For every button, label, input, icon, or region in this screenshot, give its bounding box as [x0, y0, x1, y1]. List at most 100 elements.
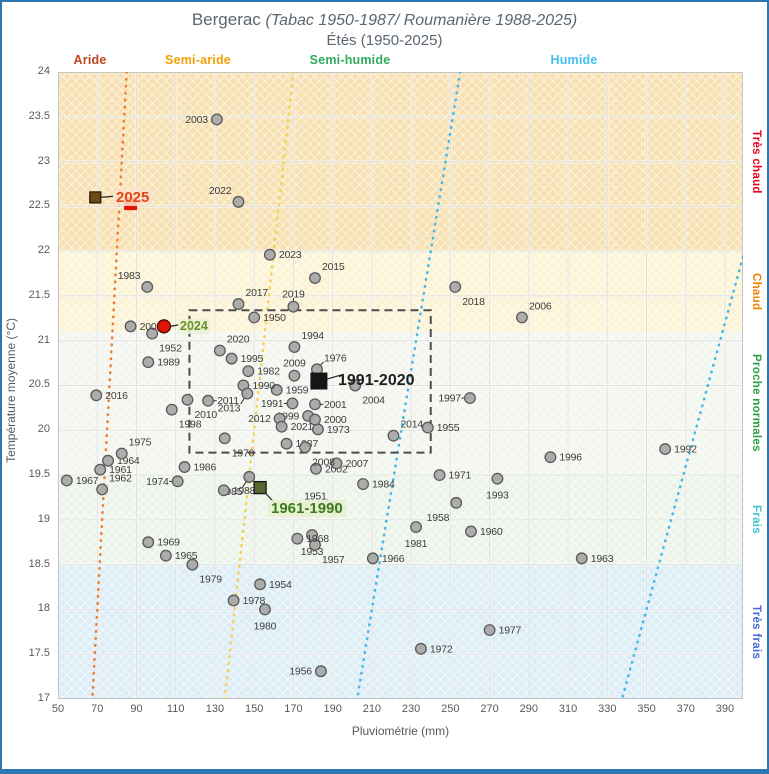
point-1966[interactable] — [366, 552, 379, 565]
point-1972[interactable] — [414, 642, 427, 655]
point-1971[interactable] — [433, 469, 446, 482]
point-1973[interactable] — [311, 423, 324, 436]
point-2013[interactable] — [241, 387, 254, 400]
point-1982[interactable] — [242, 365, 255, 378]
point-1981[interactable] — [410, 521, 422, 533]
band-label-proche-normales: Proche normales — [750, 354, 762, 453]
point-1980[interactable] — [259, 603, 271, 616]
point-1965[interactable] — [159, 549, 172, 562]
point-2000[interactable] — [309, 413, 321, 426]
point-2002[interactable] — [310, 462, 322, 475]
point-label-1974: 1974 — [146, 476, 169, 488]
mean-1961-1990-marker[interactable] — [253, 480, 267, 495]
point-1968[interactable] — [291, 532, 304, 545]
x-tick-150: 150 — [244, 703, 264, 715]
point-1975[interactable] — [115, 447, 128, 460]
y-tick-22.5: 22.5 — [28, 199, 50, 212]
point-2014[interactable] — [387, 429, 400, 442]
point-2017[interactable] — [232, 298, 245, 310]
point-1996[interactable] — [544, 451, 557, 464]
point-2015[interactable] — [309, 272, 321, 284]
point-1974[interactable] — [171, 475, 184, 488]
point-1954[interactable] — [254, 578, 267, 591]
point-1979[interactable] — [186, 558, 199, 571]
point-label-1989: 1989 — [157, 357, 180, 369]
zone-label-humide: Humide — [550, 53, 598, 67]
point-1983[interactable] — [141, 281, 154, 293]
x-tick-230: 230 — [401, 703, 421, 715]
point-2020[interactable] — [213, 344, 226, 357]
point-label-2001: 2001 — [324, 399, 347, 411]
point-1962[interactable] — [96, 483, 109, 496]
point-label-1972: 1972 — [430, 643, 453, 655]
point-2011[interactable] — [202, 394, 215, 407]
point-1969[interactable] — [142, 536, 155, 549]
point-label-1998: 1998 — [179, 419, 202, 431]
point-2021[interactable] — [275, 420, 288, 433]
point-1995[interactable] — [225, 352, 238, 365]
point-2004[interactable] — [349, 379, 362, 392]
point-1987[interactable] — [280, 437, 293, 450]
point-1970[interactable] — [218, 432, 231, 445]
point-1955[interactable] — [421, 421, 434, 434]
point-2003[interactable] — [210, 113, 223, 126]
point-2023[interactable] — [263, 248, 276, 261]
point-label-1950: 1950 — [263, 312, 286, 324]
point-1952[interactable] — [146, 327, 159, 340]
label-mean-1961-1990: 1961-1990 — [268, 500, 346, 517]
point-1994[interactable] — [288, 341, 301, 353]
point-2016[interactable] — [90, 389, 103, 402]
point-label-1970: 1970 — [232, 447, 255, 459]
point-2018[interactable] — [449, 281, 462, 293]
y-tick-17: 17 — [37, 691, 50, 704]
label-2025: 2025 — [113, 189, 153, 206]
x-axis-title: Pluviométrie (mm) — [351, 724, 450, 738]
point-1991[interactable] — [286, 397, 299, 410]
point-1977[interactable] — [483, 624, 496, 636]
point-2019[interactable] — [287, 300, 300, 313]
point-2005[interactable] — [124, 320, 137, 333]
point-1964[interactable] — [102, 454, 114, 467]
point-label-1951: 1951 — [304, 490, 327, 502]
point-1998[interactable] — [165, 403, 178, 416]
point-2009[interactable] — [288, 369, 301, 382]
point-label-2013: 2013 — [218, 403, 241, 415]
point-1989[interactable] — [142, 356, 155, 369]
point-1997[interactable] — [464, 392, 476, 404]
point-label-1980: 1980 — [254, 620, 277, 632]
point-1960[interactable] — [464, 525, 477, 538]
mean-1991-2020-marker[interactable] — [310, 372, 328, 390]
point-1986[interactable] — [178, 461, 191, 473]
title-station: (Tabac 1950-1987/ Roumanière 1988-2025) — [265, 12, 578, 29]
point-1959[interactable] — [270, 384, 283, 396]
point-2008[interactable] — [299, 441, 312, 454]
point-label-2009: 2009 — [283, 358, 306, 370]
point-1950[interactable] — [248, 311, 261, 324]
point-2001[interactable] — [309, 398, 321, 411]
point-1961[interactable] — [94, 463, 107, 476]
point-1978[interactable] — [227, 594, 240, 607]
point-label-2011: 2011 — [217, 395, 239, 407]
point-2024[interactable] — [156, 319, 172, 334]
aridity-line-semi-humide-limit — [355, 72, 462, 699]
point-2025-companion[interactable] — [89, 191, 102, 204]
point-1958[interactable] — [450, 496, 463, 509]
point-1992[interactable] — [659, 443, 672, 456]
point-1956[interactable] — [314, 665, 327, 678]
point-1957[interactable] — [309, 538, 321, 551]
point-1988[interactable] — [217, 484, 230, 497]
point-2007[interactable] — [330, 457, 343, 470]
scatter-plot[interactable]: 1950195119521953195419551956195719581959… — [58, 72, 743, 699]
point-label-1955: 1955 — [437, 422, 460, 434]
point-label-1975: 1975 — [129, 437, 152, 449]
point-label-1979: 1979 — [199, 574, 222, 586]
point-1984[interactable] — [357, 478, 370, 490]
point-1963[interactable] — [575, 552, 588, 565]
point-1993[interactable] — [491, 472, 504, 485]
point-1985[interactable] — [243, 470, 256, 483]
point-2010[interactable] — [181, 393, 194, 406]
point-label-1961: 1961 — [109, 464, 132, 476]
point-1967[interactable] — [60, 474, 73, 487]
point-2022[interactable] — [232, 195, 245, 208]
point-2006[interactable] — [516, 311, 528, 324]
